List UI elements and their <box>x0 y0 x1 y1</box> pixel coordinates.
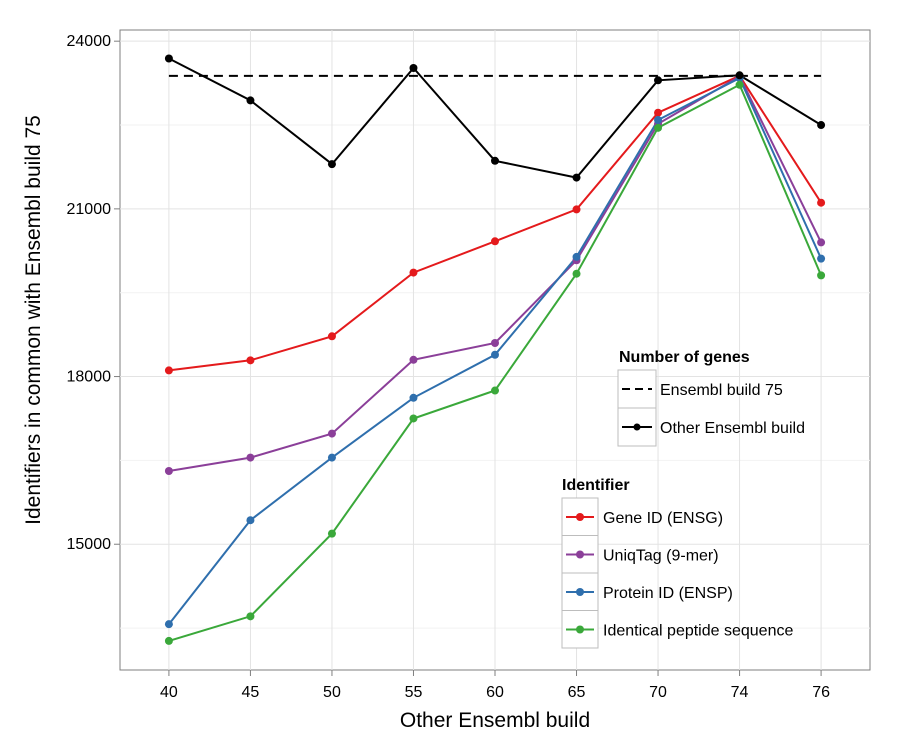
series-protein-id-ensp-point <box>246 516 255 525</box>
series-other-ensembl-build-point <box>654 76 663 85</box>
x-axis-ticks: 40 45 50 55 60 65 70 74 76 <box>160 670 830 701</box>
series-protein-id-ensp-point <box>409 393 418 402</box>
x-tick-label: 74 <box>731 684 749 701</box>
series-identical-peptide-sequence-point <box>491 386 499 395</box>
legend-identifier: Identifier Gene ID (ENSG) UniqTag (9-mer)… <box>561 477 793 649</box>
series-other-ensembl-build-point <box>246 96 255 105</box>
legend-genes-label-0: Ensembl build 75 <box>660 382 783 399</box>
legend-key-point <box>576 588 584 596</box>
legend-identifier-title: Identifier <box>562 477 630 494</box>
series-other-ensembl-build-point <box>817 121 826 130</box>
series-protein-id-ensp-point <box>572 252 581 261</box>
y-tick-label: 18000 <box>67 369 112 386</box>
legend-number-of-genes: Number of genes Ensembl build 75 Other E… <box>617 349 805 447</box>
x-tick-label: 70 <box>649 684 667 701</box>
series-protein-id-ensp-point <box>654 115 663 124</box>
series-protein-id-ensp-point <box>491 350 499 359</box>
series-protein-id-ensp-point <box>164 620 173 629</box>
series-protein-id-ensp-point <box>327 453 336 462</box>
series-identical-peptide-sequence-point <box>409 414 418 423</box>
series-identical-peptide-sequence-point <box>817 271 826 280</box>
series-gene-id-ensg-point <box>327 332 336 341</box>
series-other-ensembl-build-point <box>491 156 499 165</box>
legend-key-point <box>576 625 584 634</box>
series-uniqtag-9-mer-point <box>409 355 418 364</box>
series-uniqtag-9-mer-point <box>817 238 826 247</box>
legend-genes-label-1: Other Ensembl build <box>660 420 805 437</box>
legend-key-point <box>576 550 584 559</box>
series-identical-peptide-sequence-point <box>572 269 581 278</box>
series-uniqtag-9-mer-point <box>491 339 499 348</box>
series-gene-id-ensg-point <box>491 237 499 246</box>
grid-lines <box>120 30 870 670</box>
series-gene-id-ensg-point <box>654 108 663 117</box>
series-other-ensembl-build-point <box>327 160 336 169</box>
y-axis-title: Identifiers in common with Ensembl build… <box>22 115 45 525</box>
series-gene-id-ensg-point <box>572 205 581 214</box>
legend-key-point <box>576 513 584 521</box>
series-other-ensembl-build-point <box>409 64 418 73</box>
x-tick-label: 60 <box>486 684 504 701</box>
series-uniqtag-9-mer-point <box>246 453 255 462</box>
legend-identifier-label: Identical peptide sequence <box>603 623 793 640</box>
series-gene-id-ensg-point <box>246 356 255 365</box>
series-points <box>164 54 826 645</box>
series-gene-id-ensg-point <box>817 198 826 207</box>
series-identical-peptide-sequence-point <box>735 80 744 89</box>
x-axis-title: Other Ensembl build <box>400 709 590 732</box>
legend-identifier-label: Gene ID (ENSG) <box>603 510 723 527</box>
x-tick-label: 55 <box>405 684 423 701</box>
y-axis-ticks: 15000 18000 21000 24000 <box>67 33 120 553</box>
series-identical-peptide-sequence-point <box>164 636 173 645</box>
x-tick-label: 50 <box>323 684 341 701</box>
legend-identifier-label: Protein ID (ENSP) <box>603 585 733 602</box>
x-tick-label: 45 <box>242 684 260 701</box>
y-tick-label: 15000 <box>67 536 112 553</box>
series-uniqtag-9-mer-point <box>164 467 173 476</box>
series-other-ensembl-build-point <box>572 173 581 182</box>
series-other-ensembl-build-point <box>735 71 744 80</box>
legend-solid-key-point <box>633 423 641 431</box>
series-gene-id-ensg-point <box>409 268 418 277</box>
x-tick-label: 65 <box>568 684 586 701</box>
legend-genes-title: Number of genes <box>619 349 750 366</box>
series-identical-peptide-sequence-point <box>654 123 663 132</box>
x-tick-label: 76 <box>812 684 830 701</box>
x-tick-label: 40 <box>160 684 178 701</box>
series-other-ensembl-build-point <box>164 54 173 63</box>
y-tick-label: 21000 <box>67 201 112 218</box>
series-identical-peptide-sequence-point <box>327 529 336 538</box>
series-uniqtag-9-mer-point <box>327 429 336 438</box>
y-tick-label: 24000 <box>67 33 112 50</box>
series-gene-id-ensg-point <box>164 366 173 375</box>
series-protein-id-ensp-point <box>817 254 826 263</box>
legend-identifier-label: UniqTag (9-mer) <box>603 548 719 565</box>
series-identical-peptide-sequence-point <box>246 612 255 621</box>
